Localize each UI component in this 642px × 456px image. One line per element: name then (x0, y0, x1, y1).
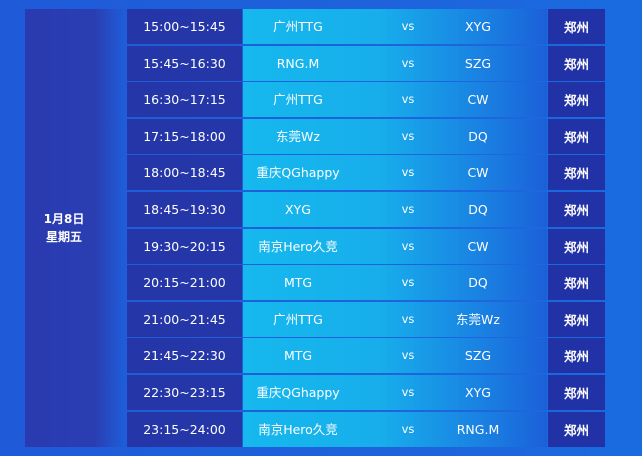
team-home: RNG.M (276, 55, 320, 71)
match-cell: XYG vs DQ (243, 192, 547, 227)
venue: 郑州 (548, 301, 605, 337)
team-home: 南京Hero久竞 (258, 421, 338, 437)
match-cell: 广州TTG vs XYG (243, 9, 547, 44)
venue: 郑州 (548, 45, 605, 81)
vs-label: vs (401, 92, 415, 107)
date-day: 1月8日 (43, 212, 85, 226)
vs-label: vs (401, 128, 415, 143)
vs-label: vs (401, 275, 415, 290)
team-home: 东莞Wz (276, 128, 320, 144)
team-away: DQ (468, 202, 488, 217)
venue: 郑州 (548, 118, 605, 154)
match-time: 18:45~19:30 (127, 192, 242, 227)
match-time: 21:00~21:45 (127, 301, 242, 337)
venue: 郑州 (548, 155, 605, 191)
match-cell: 广州TTG vs CW (243, 82, 547, 118)
venue: 郑州 (548, 192, 605, 227)
table-row: 17:15~18:00 东莞Wz vs DQ 郑州 (127, 118, 605, 154)
team-away: CW (467, 165, 489, 181)
table-row: 18:00~18:45 重庆QGhappy vs CW 郑州 (127, 155, 605, 191)
venue: 郑州 (548, 228, 605, 264)
match-cell: 重庆QGhappy vs CW (243, 155, 547, 191)
team-away: CW (467, 238, 489, 254)
match-time: 21:45~22:30 (127, 338, 242, 374)
team-home: 广州TTG (273, 311, 323, 327)
vs-label: vs (401, 348, 415, 363)
team-away: RNG.M (456, 421, 500, 437)
team-home: MTG (283, 348, 313, 364)
match-cell: 东莞Wz vs DQ (243, 118, 547, 154)
match-time: 17:15~18:00 (127, 118, 242, 154)
match-cell: 重庆QGhappy vs XYG (243, 375, 547, 410)
venue: 郑州 (548, 375, 605, 410)
match-cell: 南京Hero久竞 vs RNG.M (243, 411, 547, 447)
table-row: 18:45~19:30 XYG vs DQ 郑州 (127, 192, 605, 227)
vs-label: vs (401, 19, 415, 33)
match-cell: 广州TTG vs 东莞Wz (243, 301, 547, 337)
team-home: 广州TTG (273, 19, 323, 34)
venue: 郑州 (548, 265, 605, 301)
venue: 郑州 (548, 338, 605, 374)
table-row: 21:00~21:45 广州TTG vs 东莞Wz 郑州 (127, 301, 605, 337)
match-time: 19:30~20:15 (127, 228, 242, 264)
team-away: SZG (464, 55, 492, 71)
table-row: 22:30~23:15 重庆QGhappy vs XYG 郑州 (127, 375, 605, 410)
team-away: SZG (464, 348, 492, 364)
table-row: 23:15~24:00 南京Hero久竞 vs RNG.M 郑州 (127, 411, 605, 447)
vs-label: vs (401, 165, 415, 180)
venue: 郑州 (548, 411, 605, 447)
team-home: 重庆QGhappy (256, 165, 340, 181)
vs-label: vs (401, 55, 415, 70)
match-time: 16:30~17:15 (127, 82, 242, 118)
team-home: MTG (283, 275, 313, 291)
team-away: XYG (465, 19, 491, 34)
team-home: 南京Hero久竞 (258, 238, 338, 254)
table-row: 15:00~15:45 广州TTG vs XYG 郑州 (127, 9, 605, 44)
team-home: XYG (285, 202, 311, 217)
match-time: 22:30~23:15 (127, 375, 242, 410)
vs-label: vs (401, 202, 415, 216)
team-home: 广州TTG (273, 92, 323, 108)
table-row: 20:15~21:00 MTG vs DQ 郑州 (127, 265, 605, 301)
team-home: 重庆QGhappy (256, 385, 340, 400)
vs-label: vs (401, 311, 415, 326)
match-time: 23:15~24:00 (127, 411, 242, 447)
table-row: 16:30~17:15 广州TTG vs CW 郑州 (127, 82, 605, 118)
team-away: DQ (468, 275, 488, 291)
team-away: CW (467, 92, 489, 108)
match-cell: MTG vs SZG (243, 338, 547, 374)
team-away: 东莞Wz (456, 311, 500, 327)
table-row: 15:45~16:30 RNG.M vs SZG 郑州 (127, 45, 605, 81)
match-cell: 南京Hero久竞 vs CW (243, 228, 547, 264)
table-row: 19:30~20:15 南京Hero久竞 vs CW 郑州 (127, 228, 605, 264)
match-cell: RNG.M vs SZG (243, 45, 547, 81)
match-time: 18:00~18:45 (127, 155, 242, 191)
venue: 郑州 (548, 9, 605, 44)
match-time: 15:00~15:45 (127, 9, 242, 44)
vs-label: vs (401, 421, 415, 436)
match-time: 15:45~16:30 (127, 45, 242, 81)
table-row: 21:45~22:30 MTG vs SZG 郑州 (127, 338, 605, 374)
match-time: 20:15~21:00 (127, 265, 242, 301)
date-weekday: 星期五 (45, 230, 82, 244)
venue: 郑州 (548, 82, 605, 118)
team-away: DQ (468, 128, 488, 144)
match-cell: MTG vs DQ (243, 265, 547, 301)
date-cell: 1月8日 星期五 (25, 9, 125, 447)
vs-label: vs (401, 238, 415, 253)
team-away: XYG (465, 385, 491, 400)
vs-label: vs (401, 385, 415, 399)
